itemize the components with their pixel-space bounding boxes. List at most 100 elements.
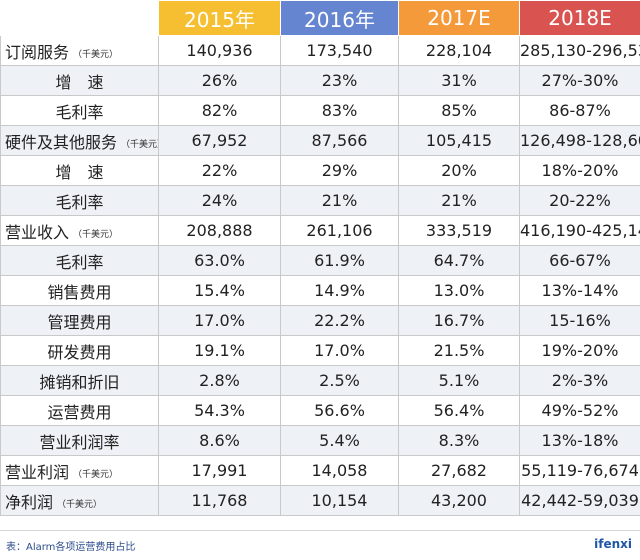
row-label: 净利润 （千美元） — [1, 486, 159, 516]
row-label-text: 增 速 — [55, 73, 103, 92]
value-cell: 285,130-296,535 — [520, 36, 640, 66]
value-cell: 27%-30% — [520, 66, 640, 96]
value-cell: 24% — [159, 186, 281, 216]
value-cell: 42,442-59,039 — [520, 486, 640, 516]
row-label: 增 速 — [1, 156, 159, 186]
value-cell: 43,200 — [399, 486, 520, 516]
value-cell: 86-87% — [520, 96, 640, 126]
value-cell: 87,566 — [281, 126, 399, 156]
value-cell: 31% — [399, 66, 520, 96]
value-cell: 66-67% — [520, 246, 640, 276]
value-cell: 21% — [281, 186, 399, 216]
value-cell: 22% — [159, 156, 281, 186]
row-label: 毛利率 — [1, 186, 159, 216]
value-cell: 140,936 — [159, 36, 281, 66]
value-cell: 2.8% — [159, 366, 281, 396]
value-cell: 15-16% — [520, 306, 640, 336]
financial-table: 2015年 2016年 2017E 2018E 订阅服务（千美元）140,936… — [0, 0, 640, 516]
value-cell: 173,540 — [281, 36, 399, 66]
row-label-text: 硬件及其他服务 — [5, 133, 117, 152]
value-cell: 63.0% — [159, 246, 281, 276]
value-cell: 20% — [399, 156, 520, 186]
value-cell: 261,106 — [281, 216, 399, 246]
value-cell: 228,104 — [399, 36, 520, 66]
header-year-2017e: 2017E — [399, 1, 520, 36]
value-cell: 8.3% — [399, 426, 520, 456]
value-cell: 27,682 — [399, 456, 520, 486]
value-cell: 208,888 — [159, 216, 281, 246]
row-label-text: 营业利润率 — [39, 433, 119, 452]
value-cell: 26% — [159, 66, 281, 96]
value-cell: 55,119-76,674 — [520, 456, 640, 486]
value-cell: 56.6% — [281, 396, 399, 426]
row-label: 运营费用 — [1, 396, 159, 426]
value-cell: 19.1% — [159, 336, 281, 366]
value-cell: 11,768 — [159, 486, 281, 516]
row-unit: （千美元） — [73, 50, 118, 60]
row-label-text: 毛利率 — [55, 103, 103, 122]
value-cell: 105,415 — [399, 126, 520, 156]
value-cell: 2.5% — [281, 366, 399, 396]
header-year-2018e: 2018E — [520, 1, 640, 36]
value-cell: 21% — [399, 186, 520, 216]
value-cell: 16.7% — [399, 306, 520, 336]
value-cell: 13.0% — [399, 276, 520, 306]
brand-logo: ifenxi — [594, 537, 632, 551]
value-cell: 67,952 — [159, 126, 281, 156]
row-label-text: 净利润 — [5, 493, 53, 512]
value-cell: 17.0% — [281, 336, 399, 366]
value-cell: 85% — [399, 96, 520, 126]
header-year-2015: 2015年 — [159, 1, 281, 36]
row-label: 毛利率 — [1, 246, 159, 276]
value-cell: 82% — [159, 96, 281, 126]
value-cell: 20-22% — [520, 186, 640, 216]
row-label-text: 运营费用 — [47, 403, 111, 422]
row-label-text: 毛利率 — [55, 193, 103, 212]
value-cell: 126,498-128,606 — [520, 126, 640, 156]
value-cell: 23% — [281, 66, 399, 96]
row-label-text: 摊销和折旧 — [39, 373, 119, 392]
row-label: 营业利润（千美元） — [1, 456, 159, 486]
value-cell: 83% — [281, 96, 399, 126]
row-label-text: 营业收入 — [5, 223, 69, 242]
row-label: 营业利润率 — [1, 426, 159, 456]
table-row: 毛利率 82%83%85%86-87% — [1, 96, 640, 126]
value-cell: 22.2% — [281, 306, 399, 336]
value-cell: 5.1% — [399, 366, 520, 396]
row-label: 摊销和折旧 — [1, 366, 159, 396]
row-label-text: 销售费用 — [47, 283, 111, 302]
value-cell: 333,519 — [399, 216, 520, 246]
value-cell: 18%-20% — [520, 156, 640, 186]
value-cell: 29% — [281, 156, 399, 186]
row-unit: （千美元） — [57, 500, 102, 510]
row-label: 销售费用 — [1, 276, 159, 306]
value-cell: 5.4% — [281, 426, 399, 456]
value-cell: 13%-18% — [520, 426, 640, 456]
value-cell: 64.7% — [399, 246, 520, 276]
value-cell: 416,190-425,141 — [520, 216, 640, 246]
row-label: 订阅服务（千美元） — [1, 36, 159, 66]
value-cell: 49%-52% — [520, 396, 640, 426]
row-unit: （千美元） — [73, 230, 118, 240]
value-cell: 14,058 — [281, 456, 399, 486]
row-label: 营业收入 （千美元） — [1, 216, 159, 246]
row-unit: （千美元） — [73, 470, 118, 480]
row-label: 硬件及其他服务（千美元） — [1, 126, 159, 156]
value-cell: 10,154 — [281, 486, 399, 516]
row-label-text: 管理费用 — [47, 313, 111, 332]
